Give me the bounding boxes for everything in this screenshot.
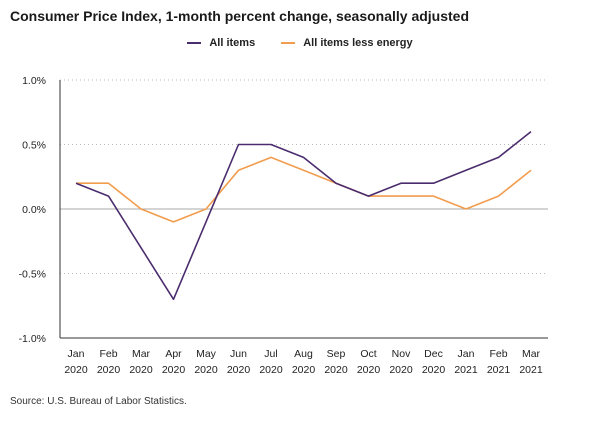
- y-tick-label: 0.0%: [22, 204, 46, 216]
- x-tick-month: Mar: [522, 348, 541, 360]
- legend-item-all-items: All items: [187, 37, 255, 49]
- x-tick-year: 2020: [357, 364, 381, 376]
- x-tick-year: 2020: [389, 364, 413, 376]
- y-tick-label: 0.5%: [22, 140, 46, 152]
- x-tick-year: 2021: [519, 364, 543, 376]
- y-tick-label: -0.5%: [19, 269, 46, 281]
- x-tick-month: Dec: [424, 348, 443, 360]
- series-line-less-energy: [76, 156, 532, 223]
- x-tick-month: Jan: [458, 348, 475, 360]
- x-tick-year: 2021: [487, 364, 511, 376]
- x-tick-year: 2020: [292, 364, 316, 376]
- x-tick-month: Feb: [99, 348, 117, 360]
- x-tick-year: 2020: [162, 364, 186, 376]
- axes: [59, 80, 548, 339]
- legend: All items All items less energy: [0, 37, 600, 49]
- x-tick-month: Sep: [327, 348, 346, 360]
- y-tick-labels: 1.0% 0.5% 0.0% -0.5% -1.0%: [19, 75, 46, 345]
- x-tick-month: Jan: [68, 348, 85, 360]
- x-tick-year: 2020: [259, 364, 283, 376]
- legend-item-less-energy: All items less energy: [281, 37, 413, 49]
- x-tick-year: 2020: [194, 364, 218, 376]
- x-tick-labels: Jan 2020 Feb 2020 Mar 2020 Apr 2020 May 2020 Jun 20…: [64, 348, 543, 376]
- x-tick-month: Feb: [489, 348, 507, 360]
- x-tick-month: Jul: [264, 348, 277, 360]
- chart-title: Consumer Price Index, 1-month percent ch…: [10, 8, 470, 24]
- gridlines: [60, 79, 548, 274]
- y-tick-label: 1.0%: [22, 75, 46, 87]
- series-lines: [75, 130, 532, 301]
- x-tick-year: 2020: [227, 364, 251, 376]
- legend-label-all-items: All items: [209, 37, 256, 49]
- x-tick-year: 2020: [422, 364, 446, 376]
- legend-swatch-less-energy: [281, 42, 296, 44]
- legend-label-less-energy: All items less energy: [303, 37, 413, 49]
- legend-swatch-all-items: [187, 42, 202, 44]
- series-line-all-items: [75, 130, 532, 301]
- x-tick-month: Mar: [132, 348, 151, 360]
- x-tick-month: May: [196, 348, 217, 360]
- x-tick-month: Apr: [165, 348, 182, 360]
- x-tick-month: Oct: [360, 348, 376, 360]
- x-tick-year: 2020: [64, 364, 88, 376]
- x-tick-year: 2020: [324, 364, 348, 376]
- x-tick-month: Jun: [230, 348, 247, 360]
- x-tick-month: Aug: [294, 348, 313, 360]
- source-note: Source: U.S. Bureau of Labor Statistics.: [10, 396, 187, 407]
- x-tick-year: 2020: [129, 364, 153, 376]
- x-tick-year: 2020: [97, 364, 121, 376]
- x-tick-year: 2021: [454, 364, 478, 376]
- y-tick-label: -1.0%: [19, 333, 46, 345]
- x-tick-month: Nov: [392, 348, 411, 360]
